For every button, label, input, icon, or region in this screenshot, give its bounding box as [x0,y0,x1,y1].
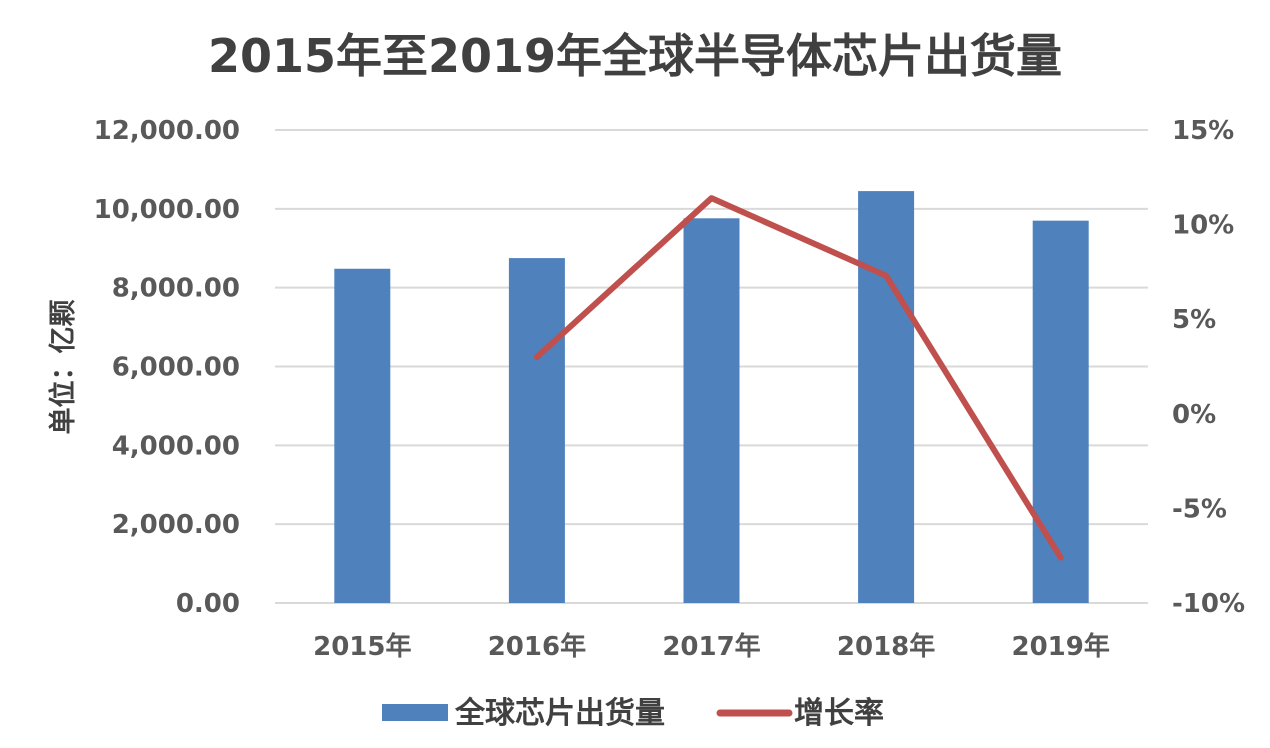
left-axis-ticks: 0.00 2,000.00 4,000.00 6,000.00 8,000.00 10,0… [94,116,240,619]
bar [1032,220,1089,604]
legend: 全球芯片出货量 增长率 [382,696,884,731]
legend-bar-swatch [382,704,448,721]
right-axis-tick-label: 0% [1172,400,1216,430]
right-axis-ticks: -10% -5% 0% 5% 10% 15% [1172,116,1245,619]
left-axis-tick-label: 2,000.00 [112,510,240,540]
left-axis-tick-label: 4,000.00 [112,431,240,461]
left-axis-tick-label: 0.00 [176,589,240,619]
y-axis-title: 单位：亿颗 [47,300,79,435]
left-axis-tick-label: 12,000.00 [94,116,240,146]
chart-title: 2015年至2019年全球半导体芯片出货量 [208,29,1062,83]
growth-rate-line [533,195,1064,561]
x-axis-tick-label: 2015年 [313,631,411,662]
bar [508,258,565,603]
bars [334,191,1089,604]
legend-line-label: 增长率 [794,696,884,731]
right-axis-tick-label: 10% [1172,211,1234,241]
left-axis-tick-label: 8,000.00 [112,274,240,304]
right-axis-tick-label: -5% [1172,494,1227,524]
left-axis-tick-label: 10,000.00 [94,195,240,225]
right-axis-tick-label: 5% [1172,305,1216,335]
right-axis-tick-label: 15% [1172,116,1234,146]
bar [334,268,391,603]
x-axis-tick-label: 2016年 [488,631,586,662]
bar [683,218,740,603]
x-axis-tick-label: 2019年 [1012,631,1110,662]
right-axis-tick-label: -10% [1172,589,1245,619]
x-axis-tick-label: 2017年 [662,631,760,662]
growth-line-layer [533,195,1064,561]
x-axis-tick-label: 2018年 [837,631,935,662]
legend-bar-label: 全球芯片出货量 [454,696,665,731]
bar [858,191,915,604]
left-axis-tick-label: 6,000.00 [112,353,240,383]
x-axis-ticks: 2015年 2016年 2017年 2018年 2019年 [313,631,1110,662]
